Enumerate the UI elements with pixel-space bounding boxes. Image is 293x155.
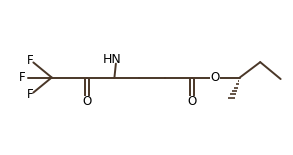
Text: F: F	[27, 54, 33, 67]
Text: F: F	[27, 88, 33, 101]
Text: O: O	[187, 95, 196, 108]
Text: F: F	[19, 71, 26, 84]
Text: O: O	[210, 71, 220, 84]
Text: O: O	[82, 95, 91, 108]
Text: HN: HN	[103, 53, 122, 66]
